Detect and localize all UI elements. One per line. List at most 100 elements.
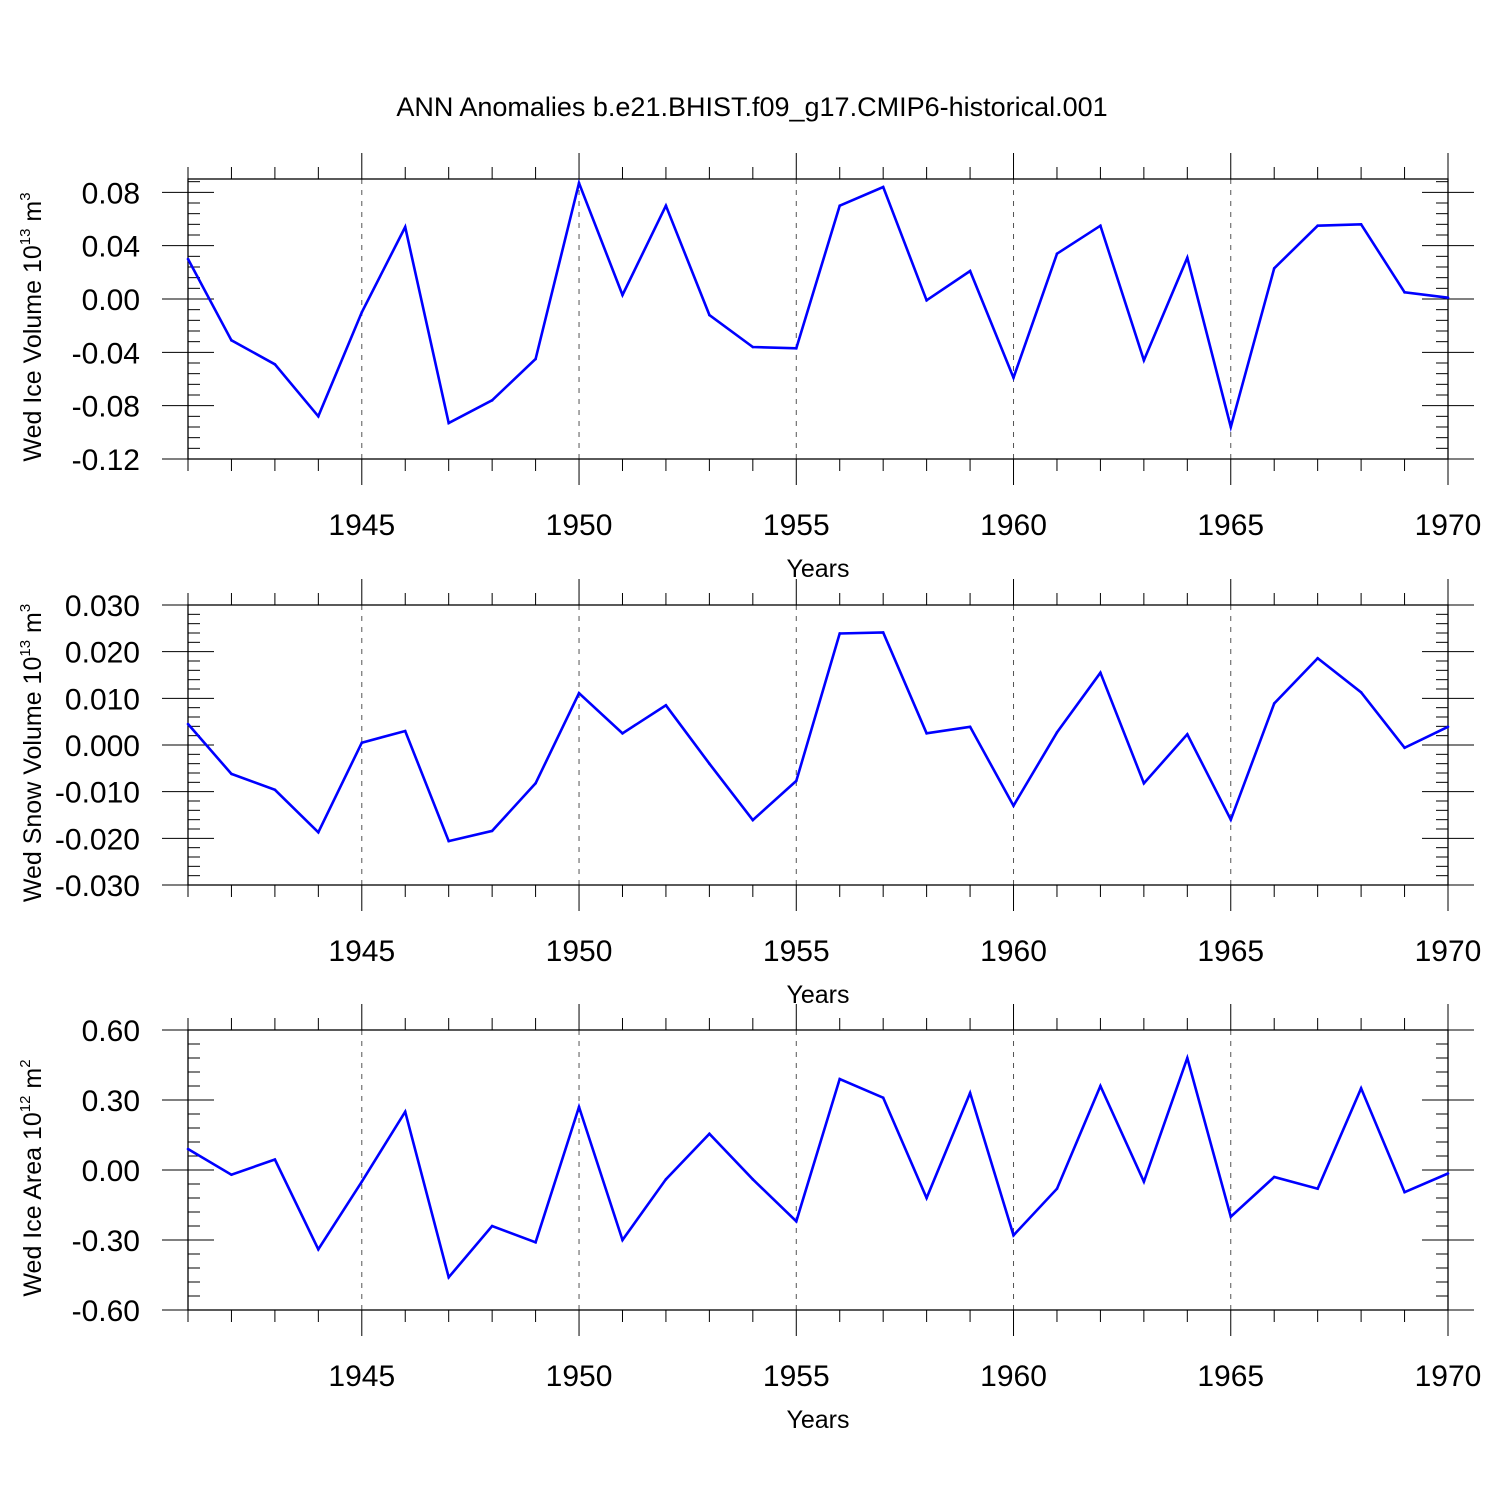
x-axis-label: Years [786,555,849,583]
plot-frame [187,178,1449,460]
y-axis-label-superscript: 13 [17,229,34,246]
data-point [621,293,624,297]
y-tick-label: 0.00 [82,284,140,317]
x-tick-label: 1945 [328,935,395,968]
data-point [186,257,190,261]
data-point [360,311,364,314]
data-point [534,781,537,785]
y-axis-label-superscript: 3 [17,604,34,612]
data-point [273,363,277,366]
data-point [186,1147,190,1151]
data-point [447,839,450,843]
data-point [1055,731,1059,734]
x-tick-label: 1965 [1197,509,1264,542]
data-point [751,818,755,822]
data-point [1446,725,1450,729]
y-tick-label: -0.60 [72,1295,140,1328]
data-point [1186,256,1189,259]
y-tick-label: 0.04 [82,231,140,264]
data-point [1359,1087,1363,1090]
data-point [794,779,798,783]
x-tick-label: 1965 [1197,935,1264,968]
x-tick-label: 1970 [1415,509,1482,542]
y-tick-label: 0.08 [82,177,140,210]
data-point [1316,224,1319,227]
data-point [664,704,668,707]
plot-frame [187,1029,1449,1311]
y-axis-label-superscript: 13 [17,640,34,657]
data-point [1403,291,1406,294]
x-tick-label: 1955 [763,1360,830,1393]
data-point [403,729,407,733]
y-axis-label-part: Wed Ice Volume 10 [19,245,47,461]
data-point [1403,1190,1406,1194]
data-point [968,1091,972,1095]
x-tick-label: 1970 [1415,1360,1482,1393]
y-axis-label-superscript: 3 [17,192,34,200]
data-point [1055,252,1059,255]
data-point [1229,425,1233,429]
data-point [1229,818,1233,821]
x-tick-label: 1955 [763,509,830,542]
data-point [708,313,711,317]
data-point [708,1132,711,1136]
data-point [230,1173,233,1176]
data-point [664,1178,668,1181]
data-point [881,1096,885,1099]
data-point [968,269,972,273]
x-tick-label: 1970 [1415,935,1482,968]
data-point [1012,376,1015,379]
data-point [1446,296,1450,299]
chart-panels: -0.12 -0.08 -0.04 0.00 0.04 0.08 1945 1950 1955 1… [17,153,1481,1434]
y-axis-label-superscript: 2 [17,1059,34,1067]
y-axis-label: Wed Ice Volume 1013 m3 [17,192,47,461]
y-tick-label: 0.60 [82,1015,140,1048]
y-tick-label: -0.08 [72,391,140,424]
chart-panel-1: -0.12 -0.08 -0.04 0.00 0.04 0.08 1945 1950 1955 1… [17,153,1481,583]
x-tick-label: 1960 [980,935,1047,968]
chart-panel-2: -0.030 -0.020 -0.010 0.000 0.010 0.020 0.030 19… [17,579,1481,1009]
data-point [577,691,581,695]
data-point [1055,1187,1059,1190]
data-point [360,741,364,744]
data-point [1272,1175,1276,1179]
data-point [317,415,320,418]
data-point [968,725,972,729]
data-point [1142,359,1146,362]
data-point [230,772,233,776]
data-point [1012,804,1015,807]
data-point [925,1196,928,1200]
data-point [534,357,537,361]
y-tick-label: -0.30 [72,1225,140,1258]
data-point [490,399,494,402]
x-axis-label: Years [786,1406,849,1434]
y-tick-label: -0.010 [55,777,140,810]
data-point [1446,1172,1450,1175]
y-tick-label: -0.030 [55,870,140,903]
data-point [1186,1056,1189,1060]
data-point [1359,690,1363,694]
data-point [1142,1180,1146,1183]
data-point [360,1180,364,1183]
data-point [925,299,928,302]
data-point [621,732,624,735]
data-point [447,421,450,425]
data-point [403,225,407,229]
y-axis-label-part: Wed Snow Volume 10 [19,657,47,903]
data-point [621,1238,624,1242]
data-series-line [187,631,1449,843]
data-point [317,1248,320,1251]
x-tick-label: 1960 [980,509,1047,542]
data-point [273,788,277,792]
data-point [1359,223,1363,226]
data-point [1272,267,1276,270]
data-series-line [186,178,1449,433]
y-axis-label-part: m [19,1068,47,1096]
data-point [577,1105,581,1109]
y-tick-label: 0.030 [65,590,140,623]
y-tick-label: 0.30 [82,1085,140,1118]
data-point [1186,732,1189,736]
data-point [403,1110,407,1113]
chart-panel-3: -0.60 -0.30 0.00 0.30 0.60 1945 1950 1955 1960 19… [17,1004,1481,1434]
